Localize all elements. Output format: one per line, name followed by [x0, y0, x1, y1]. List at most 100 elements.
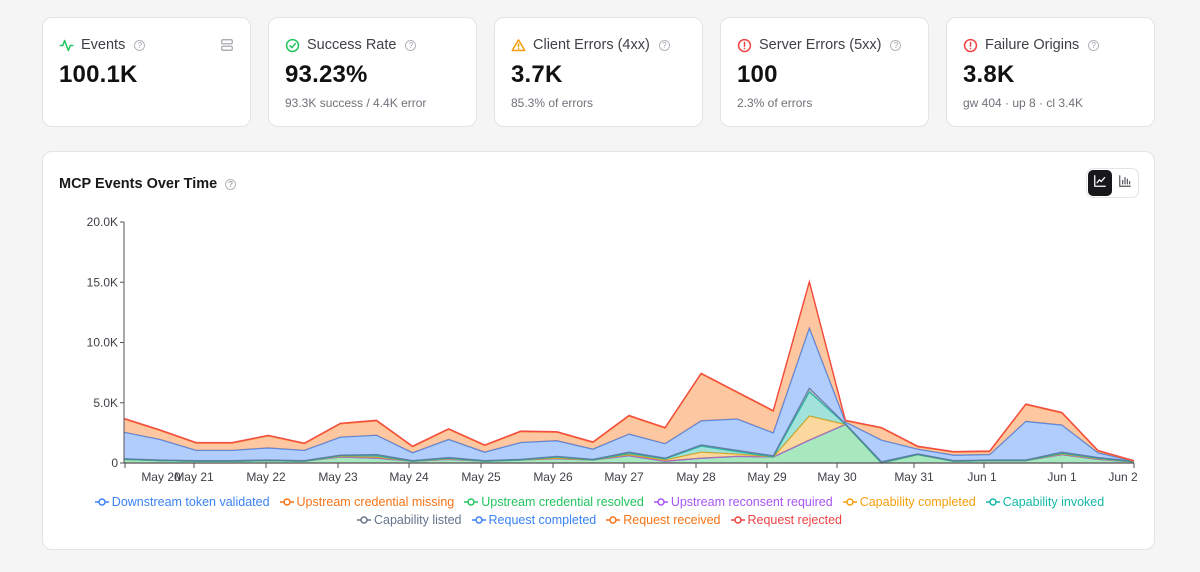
legend-item[interactable]: Upstream credential missing: [279, 495, 455, 509]
stat-header: Success Rate ?: [285, 37, 417, 53]
legend-marker-icon: [94, 497, 109, 507]
stat-value: 100: [737, 61, 778, 88]
stat-subtext: gw 404 · up 8 · cl 3.4K: [963, 96, 1084, 110]
line-series-6: [123, 387, 1135, 463]
line-chart-button[interactable]: [1088, 170, 1112, 196]
chart-title-row: MCP Events Over Time ?: [59, 176, 237, 192]
legend-marker-icon: [842, 497, 857, 507]
legend-label: Request rejected: [747, 513, 843, 527]
legend-marker-icon: [653, 497, 668, 507]
area-series-7: [124, 328, 1134, 462]
x-tick-label: May 21: [174, 470, 214, 484]
legend-label: Capability completed: [859, 495, 976, 509]
check-circle-icon: [285, 38, 300, 53]
help-icon[interactable]: ?: [658, 39, 670, 51]
legend-marker-icon: [985, 497, 1000, 507]
x-tick-label: Jun 1: [1047, 470, 1077, 484]
server-icon[interactable]: [220, 38, 234, 57]
legend-label: Upstream credential missing: [296, 495, 455, 509]
x-tick-label: May 26: [533, 470, 573, 484]
line-series-7: [123, 326, 1135, 462]
stat-subtext: 2.3% of errors: [737, 96, 813, 110]
help-icon[interactable]: ?: [134, 39, 146, 51]
x-tick-label: May 24: [389, 470, 429, 484]
legend-label: Capability listed: [373, 513, 462, 527]
legend-item[interactable]: Request completed: [471, 513, 597, 527]
line-series-9: [123, 279, 1135, 462]
legend-label: Request received: [623, 513, 721, 527]
x-tick-label: May 25: [461, 470, 501, 484]
activity-icon: [59, 38, 74, 53]
y-tick-label: 10.0K: [87, 336, 118, 350]
stat-header: Events ?: [59, 37, 146, 53]
stat-card-server-errors: Server Errors (5xx) ? 100 2.3% of errors: [720, 17, 929, 127]
bar-chart-icon: [1118, 174, 1132, 193]
stat-value: 3.8K: [963, 61, 1015, 88]
stat-card-events: Events ? 100.1K: [42, 17, 251, 127]
legend-label: Downstream token validated: [111, 495, 270, 509]
legend-marker-icon: [464, 497, 479, 507]
y-tick-label: 0: [111, 456, 118, 470]
stat-card-failure-origins: Failure Origins ? 3.8K gw 404 · up 8 · c…: [946, 17, 1155, 127]
legend-item[interactable]: Downstream token validated: [94, 495, 270, 509]
x-tick-label: May 31: [894, 470, 934, 484]
stat-label: Server Errors (5xx): [759, 37, 882, 53]
legend-item[interactable]: Request rejected: [730, 513, 843, 527]
help-icon[interactable]: ?: [405, 39, 417, 51]
stat-value: 3.7K: [511, 61, 563, 88]
legend-marker-icon: [279, 497, 294, 507]
stat-label: Client Errors (4xx): [533, 37, 650, 53]
bar-chart-button[interactable]: [1114, 170, 1138, 196]
help-icon[interactable]: ?: [225, 178, 237, 190]
legend-marker-icon: [471, 515, 486, 525]
stat-label: Success Rate: [307, 37, 397, 53]
x-tick-label: May 28: [676, 470, 716, 484]
x-tick-label: Jun 2: [1108, 470, 1138, 484]
stat-subtext: 93.3K success / 4.4K error: [285, 96, 427, 110]
legend-item[interactable]: Capability invoked: [985, 495, 1105, 509]
warning-icon: [511, 38, 526, 53]
chart-legend-row: Capability listed Request completed Reques…: [43, 513, 1156, 527]
stat-card-success-rate: Success Rate ? 93.23% 93.3K success / 4.…: [268, 17, 477, 127]
help-icon[interactable]: ?: [890, 39, 902, 51]
legend-label: Upstream credential resolved: [481, 495, 644, 509]
legend-label: Upstream reconsent required: [670, 495, 833, 509]
y-tick-label: 5.0K: [93, 396, 118, 410]
legend-item[interactable]: Capability completed: [842, 495, 976, 509]
alert-circle-icon: [737, 38, 752, 53]
line-chart-icon: [1093, 174, 1107, 193]
help-icon[interactable]: ?: [1088, 39, 1100, 51]
y-tick-label: 15.0K: [87, 275, 118, 289]
legend-marker-icon: [356, 515, 371, 525]
legend-item[interactable]: Upstream reconsent required: [653, 495, 833, 509]
chart-view-toggle: [1086, 168, 1139, 198]
legend-item[interactable]: Capability listed: [356, 513, 462, 527]
legend-marker-icon: [606, 515, 621, 525]
legend-item[interactable]: Upstream credential resolved: [464, 495, 644, 509]
x-tick-label: May 23: [318, 470, 358, 484]
legend-label: Capability invoked: [1002, 495, 1105, 509]
stat-subtext: 85.3% of errors: [511, 96, 594, 110]
legend-label: Request completed: [488, 513, 597, 527]
legend-marker-icon: [730, 515, 745, 525]
x-tick-label: May 22: [246, 470, 286, 484]
stat-header: Server Errors (5xx) ?: [737, 37, 902, 53]
stat-value: 93.23%: [285, 61, 368, 88]
events-chart-card: 0 5.0K 10.0K 15.0K 20.0K May 20 May 21 May 22 Ma…: [42, 151, 1155, 550]
x-tick-label: Jun 1: [967, 470, 997, 484]
chart-title: MCP Events Over Time: [59, 176, 218, 192]
alert-circle-icon: [963, 38, 978, 53]
stat-header: Client Errors (4xx) ?: [511, 37, 670, 53]
stat-card-client-errors: Client Errors (4xx) ? 3.7K 85.3% of erro…: [494, 17, 703, 127]
x-tick-label: May 27: [604, 470, 644, 484]
y-tick-label: 20.0K: [87, 215, 118, 229]
stat-value: 100.1K: [59, 61, 138, 88]
stat-header: Failure Origins ?: [963, 37, 1100, 53]
stat-label: Events: [81, 37, 126, 53]
x-tick-label: May 30: [817, 470, 857, 484]
chart-legend-row: Downstream token validated Upstream crede…: [43, 495, 1156, 509]
stat-label: Failure Origins: [985, 37, 1080, 53]
x-tick-label: May 20: [141, 470, 181, 484]
legend-item[interactable]: Request received: [606, 513, 721, 527]
